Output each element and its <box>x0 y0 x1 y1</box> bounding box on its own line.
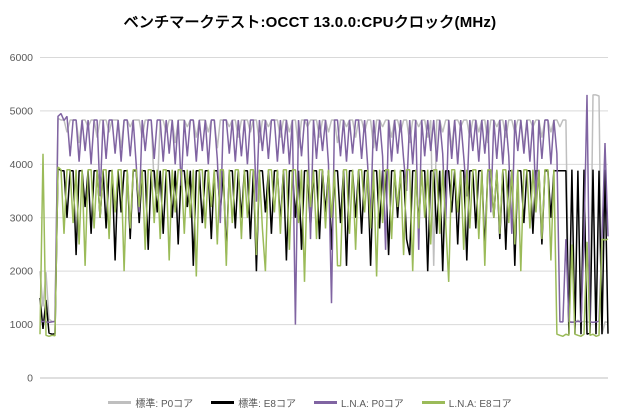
legend-item-lna-e8: L.N.A: E8コア <box>421 395 512 410</box>
legend-swatch-lna-p0 <box>313 401 337 404</box>
y-axis-tick-label: 0 <box>27 373 33 385</box>
y-axis-tick-label: 4000 <box>10 159 34 171</box>
legend-item-lna-p0: L.N.A: P0コア <box>313 395 404 410</box>
legend-swatch-lna-e8 <box>421 401 445 404</box>
y-axis-tick-label: 3000 <box>10 212 34 224</box>
series-line-std-p0 <box>39 94 609 335</box>
chart-legend: 標準: P0コア 標準: E8コア L.N.A: P0コア L.N.A: E8コア <box>0 395 620 410</box>
y-axis-tick-label: 2000 <box>10 266 34 278</box>
legend-label: 標準: P0コア <box>135 399 194 410</box>
legend-label: L.N.A: P0コア <box>340 399 404 410</box>
chart-title: ベンチマークテスト:OCCT 13.0.0:CPUクロック(MHz) <box>123 14 497 31</box>
legend-swatch-std-e8 <box>211 401 235 404</box>
y-axis-tick-label: 1000 <box>10 319 34 331</box>
legend-label: 標準: E8コア <box>238 399 296 410</box>
legend-item-std-e8: 標準: E8コア <box>211 395 296 410</box>
series-line-lna-e8 <box>39 153 609 338</box>
y-axis-tick-label: 5000 <box>10 105 34 117</box>
legend-label: L.N.A: E8コア <box>448 399 512 410</box>
y-axis-tick-label: 6000 <box>10 52 34 64</box>
legend-item-std-p0: 標準: P0コア <box>108 395 193 410</box>
series-line-lna-p0 <box>39 94 609 325</box>
legend-swatch-std-p0 <box>108 401 132 404</box>
